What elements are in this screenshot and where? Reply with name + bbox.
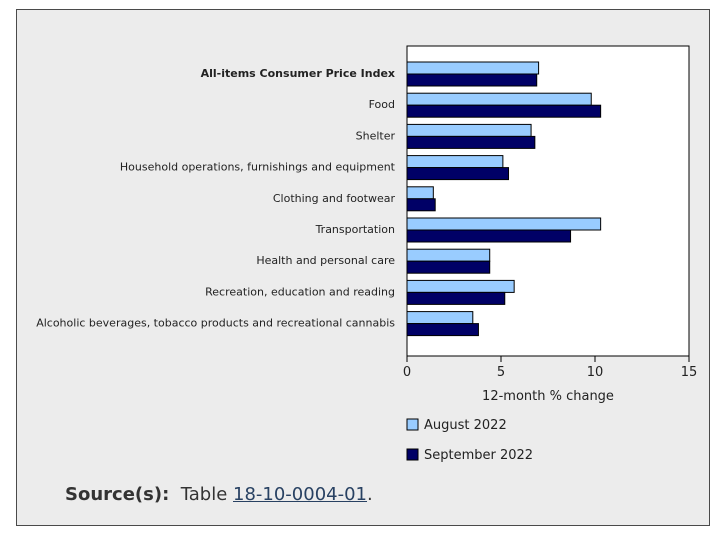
bar-august-2022 <box>406 248 491 262</box>
bar-september-2022 <box>406 167 510 181</box>
category-label: Household operations, furnishings and eq… <box>120 161 396 174</box>
bars <box>406 61 602 337</box>
source-suffix: . <box>367 484 373 505</box>
category-label: Shelter <box>356 129 396 142</box>
bar-august-2022 <box>406 217 602 231</box>
x-tick-label: 0 <box>403 365 411 380</box>
legend-label: September 2022 <box>424 448 533 463</box>
category-label: All-items Consumer Price Index <box>201 67 395 80</box>
category-labels: All-items Consumer Price Index Food Shelte… <box>36 67 395 330</box>
category-label: Food <box>369 98 395 111</box>
category-label: Alcoholic beverages, tobacco products an… <box>36 317 395 330</box>
bar-september-2022 <box>406 323 479 337</box>
plot-area <box>406 45 690 357</box>
source-label: Source(s): <box>65 484 170 505</box>
bar-september-2022 <box>406 229 572 243</box>
legend: August 2022 September 2022 <box>406 418 533 463</box>
source-note: Source(s): Table 18-10-0004-01. <box>65 484 373 505</box>
category-label: Clothing and footwear <box>273 192 396 205</box>
x-axis-ticks: 0 5 10 15 <box>403 356 697 380</box>
bar-september-2022 <box>406 198 436 212</box>
bar-september-2022 <box>406 260 491 274</box>
x-tick-label: 5 <box>497 365 505 380</box>
bar-september-2022 <box>406 104 602 118</box>
bar-august-2022 <box>406 311 474 325</box>
category-label: Recreation, education and reading <box>205 285 395 298</box>
bar-august-2022 <box>406 61 540 75</box>
legend-swatch <box>406 448 419 461</box>
category-label: Health and personal care <box>256 254 395 267</box>
legend-swatch <box>406 418 419 431</box>
bar-august-2022 <box>406 279 515 293</box>
bar-august-2022 <box>406 186 434 200</box>
bar-september-2022 <box>406 135 536 149</box>
legend-label: August 2022 <box>424 418 507 433</box>
bar-september-2022 <box>406 73 538 87</box>
x-axis-label: 12-month % change <box>482 389 614 404</box>
bar-august-2022 <box>406 123 532 137</box>
bar-september-2022 <box>406 291 506 305</box>
x-tick-label: 10 <box>587 365 604 380</box>
source-table-link[interactable]: 18-10-0004-01 <box>233 484 368 505</box>
bar-august-2022 <box>406 92 592 106</box>
bar-august-2022 <box>406 155 504 169</box>
x-tick-label: 15 <box>681 365 698 380</box>
category-label: Transportation <box>315 223 395 236</box>
source-prefix: Table <box>180 484 228 505</box>
